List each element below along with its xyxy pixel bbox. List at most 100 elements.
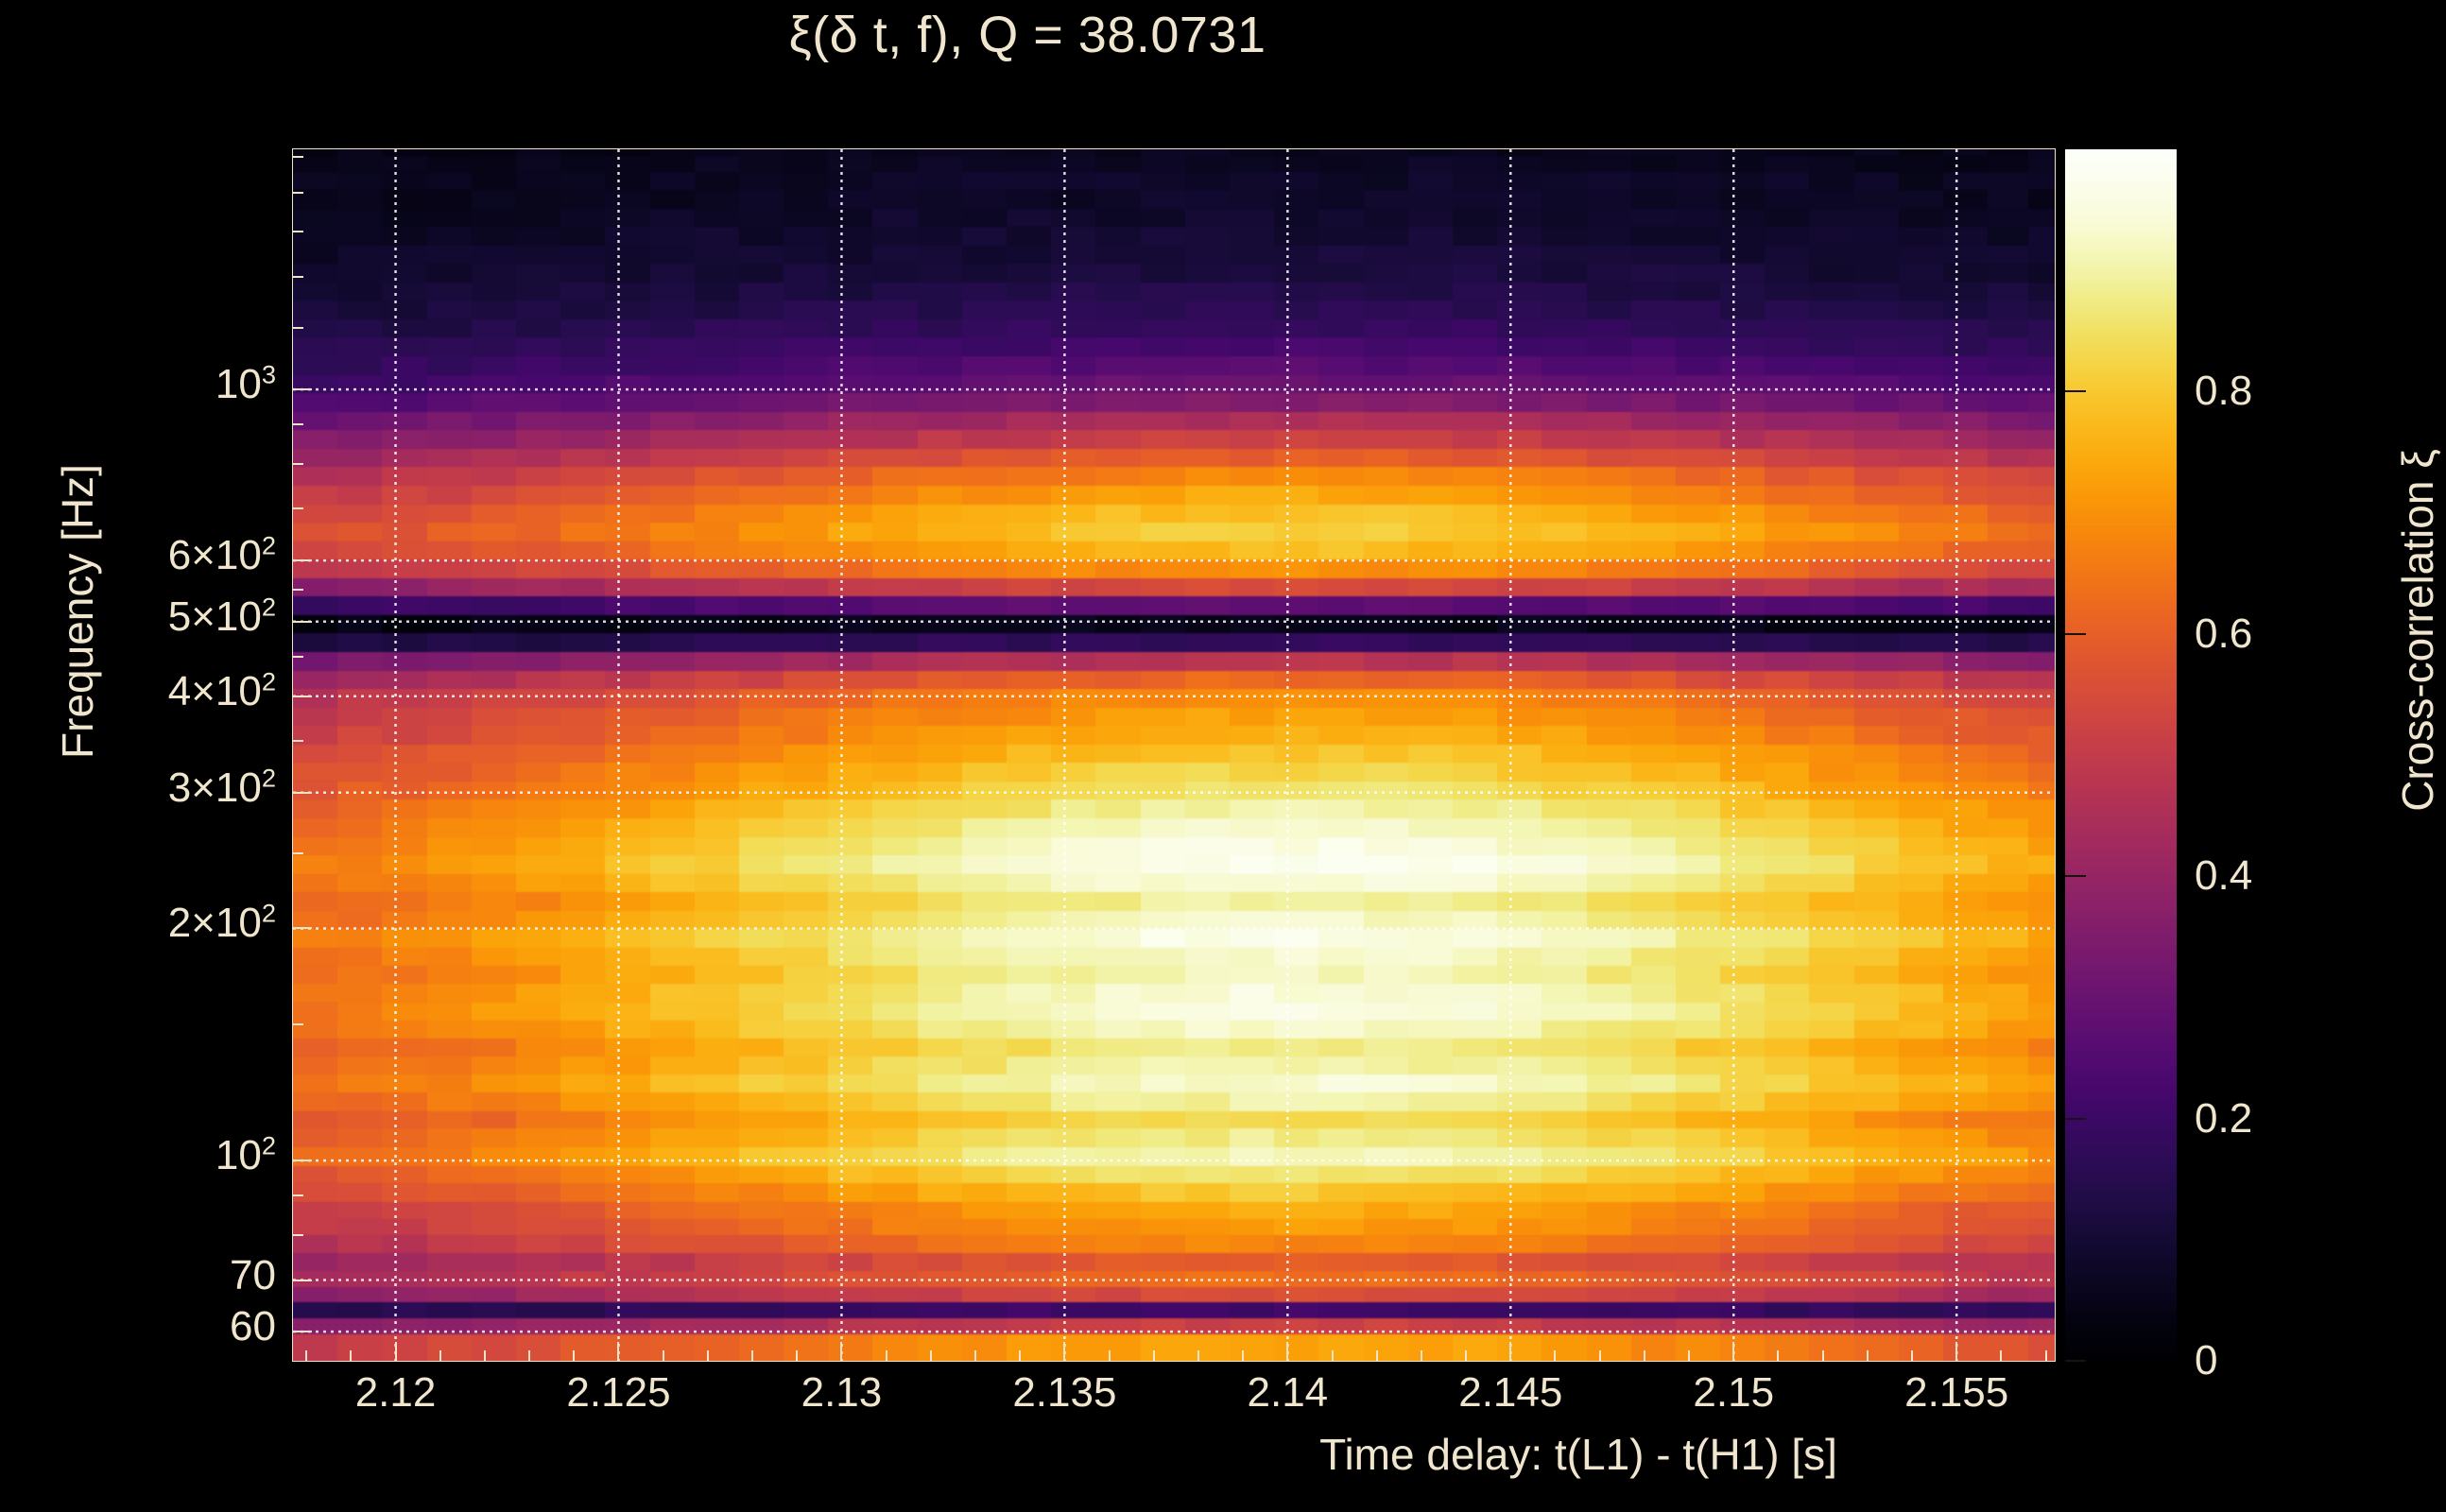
y-minor-tick-mark — [293, 507, 303, 510]
x-tick-label: 2.135 — [1012, 1369, 1117, 1416]
x-tick-mark — [617, 1342, 620, 1361]
colorbar-label: Cross-correlation ξ — [2393, 449, 2442, 812]
x-minor-tick-mark — [1331, 1350, 1334, 1361]
x-minor-tick-mark — [1866, 1350, 1869, 1361]
colorbar-tick-label: 0.2 — [2195, 1094, 2253, 1142]
y-minor-tick-mark — [293, 156, 303, 159]
y-tick-label: 3×102 — [167, 763, 276, 811]
y-tick-label: 70 — [230, 1251, 276, 1298]
y-tick-mark — [293, 388, 312, 391]
colorbar-tick-label: 0.4 — [2195, 852, 2253, 900]
y-tick-mark — [293, 1279, 312, 1281]
x-minor-tick-mark — [1375, 1350, 1378, 1361]
x-tick-label: 2.13 — [801, 1369, 883, 1416]
y-minor-tick-mark — [293, 588, 303, 591]
x-minor-tick-mark — [1688, 1350, 1691, 1361]
y-minor-tick-mark — [293, 423, 303, 426]
x-minor-tick-mark — [1777, 1350, 1780, 1361]
x-minor-tick-mark — [1910, 1350, 1913, 1361]
x-axis-label: Time delay: t(L1) - t(H1) [s] — [1319, 1430, 1837, 1479]
x-minor-tick-mark — [1197, 1350, 1199, 1361]
x-minor-tick-mark — [439, 1350, 441, 1361]
y-minor-tick-mark — [293, 191, 303, 194]
y-minor-tick-mark — [293, 231, 303, 233]
x-minor-tick-mark — [350, 1350, 353, 1361]
y-minor-tick-mark — [293, 327, 303, 330]
x-minor-tick-mark — [573, 1350, 576, 1361]
x-tick-label: 2.14 — [1247, 1369, 1329, 1416]
x-minor-tick-mark — [974, 1350, 976, 1361]
y-minor-tick-mark — [293, 740, 303, 743]
x-tick-label: 2.15 — [1693, 1369, 1775, 1416]
heatmap-image — [293, 149, 2055, 1361]
x-minor-tick-mark — [1019, 1350, 1022, 1361]
x-minor-tick-mark — [2000, 1350, 2003, 1361]
x-minor-tick-mark — [1465, 1350, 1468, 1361]
y-tick-label: 60 — [230, 1303, 276, 1350]
x-tick-mark — [1286, 1342, 1289, 1361]
y-tick-mark — [293, 695, 312, 697]
y-minor-tick-mark — [293, 1234, 303, 1237]
x-minor-tick-mark — [796, 1350, 799, 1361]
x-minor-tick-mark — [1821, 1350, 1824, 1361]
colorbar-tick-label: 0.8 — [2195, 368, 2253, 415]
x-tick-label: 2.12 — [354, 1369, 437, 1416]
y-tick-label: 2×102 — [167, 898, 276, 947]
y-tick-label: 103 — [215, 359, 276, 408]
colorbar-tick-mark — [2065, 390, 2086, 393]
colorbar-tick-mark — [2065, 875, 2086, 878]
y-tick-mark — [293, 927, 312, 930]
colorbar-tick-mark — [2065, 1117, 2086, 1120]
x-minor-tick-mark — [1643, 1350, 1645, 1361]
page-title: ξ(δ t, f), Q = 38.0731 — [788, 7, 1266, 63]
x-tick-mark — [1732, 1342, 1735, 1361]
x-tick-mark — [1063, 1342, 1066, 1361]
x-minor-tick-mark — [1108, 1350, 1111, 1361]
x-tick-mark — [840, 1342, 843, 1361]
y-tick-label: 102 — [215, 1130, 276, 1179]
x-tick-mark — [394, 1342, 397, 1361]
y-minor-tick-mark — [293, 852, 303, 855]
y-tick-label: 5×102 — [167, 592, 276, 640]
x-minor-tick-mark — [305, 1350, 308, 1361]
y-minor-tick-mark — [293, 463, 303, 466]
y-tick-label: 6×102 — [167, 530, 276, 579]
x-minor-tick-mark — [1420, 1350, 1422, 1361]
x-minor-tick-mark — [2044, 1350, 2047, 1361]
y-tick-mark — [293, 1331, 312, 1333]
x-minor-tick-mark — [885, 1350, 887, 1361]
y-minor-tick-mark — [293, 275, 303, 278]
y-minor-tick-mark — [293, 656, 303, 659]
colorbar-tick-label: 0.6 — [2195, 610, 2253, 657]
y-axis-label: Frequency [Hz] — [53, 464, 102, 759]
x-minor-tick-mark — [706, 1350, 709, 1361]
x-minor-tick-mark — [1242, 1350, 1245, 1361]
x-minor-tick-mark — [929, 1350, 932, 1361]
colorbar-gradient — [2065, 149, 2177, 1361]
x-minor-tick-mark — [483, 1350, 486, 1361]
colorbar[interactable] — [2065, 149, 2177, 1361]
y-tick-mark — [293, 620, 312, 623]
y-tick-mark — [293, 559, 312, 562]
colorbar-tick-mark — [2065, 632, 2086, 635]
x-minor-tick-mark — [528, 1350, 531, 1361]
x-tick-label: 2.155 — [1904, 1369, 2009, 1416]
x-tick-label: 2.145 — [1458, 1369, 1563, 1416]
x-tick-label: 2.125 — [566, 1369, 671, 1416]
colorbar-tick-mark — [2065, 1360, 2086, 1362]
x-minor-tick-mark — [1598, 1350, 1601, 1361]
y-minor-tick-mark — [293, 1023, 303, 1026]
x-tick-mark — [1955, 1342, 1958, 1361]
x-minor-tick-mark — [1152, 1350, 1155, 1361]
x-minor-tick-mark — [751, 1350, 754, 1361]
heatmap-plot-area[interactable] — [293, 149, 2055, 1361]
x-minor-tick-mark — [662, 1350, 664, 1361]
colorbar-tick-label: 0 — [2195, 1337, 2218, 1383]
y-minor-tick-mark — [293, 1194, 303, 1197]
x-minor-tick-mark — [1554, 1350, 1557, 1361]
x-tick-mark — [1509, 1342, 1512, 1361]
y-tick-label: 4×102 — [167, 666, 276, 714]
y-tick-mark — [293, 791, 312, 794]
y-tick-mark — [293, 1160, 312, 1162]
